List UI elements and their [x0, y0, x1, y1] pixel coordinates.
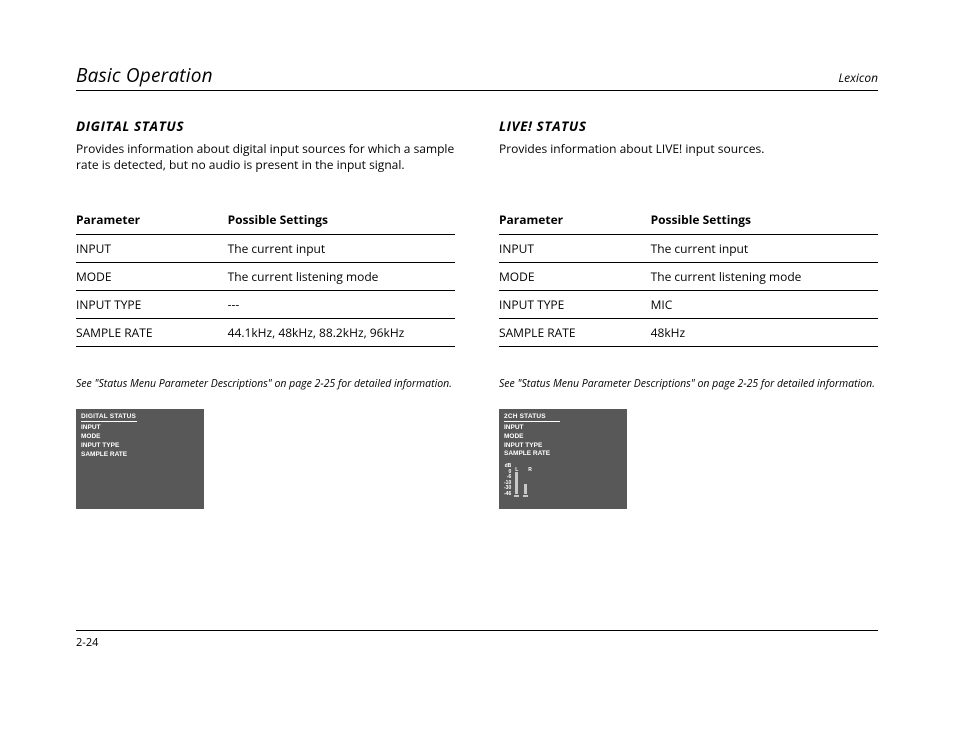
meter-level-icon	[515, 472, 518, 494]
cell-param: INPUT	[499, 235, 651, 263]
page-header: Basic Operation Lexicon	[76, 62, 878, 91]
content-columns: DIGITAL STATUS Provides information abou…	[76, 117, 878, 509]
lcd-line: INPUT	[81, 424, 199, 433]
meter-bar-l	[514, 472, 519, 497]
lcd-line: MODE	[81, 433, 199, 442]
meter-pip-icon	[523, 495, 528, 497]
cell-param: INPUT TYPE	[499, 291, 651, 319]
table-header-row: Parameter Possible Settings	[499, 207, 878, 235]
cell-setting: 44.1kHz, 48kHz, 88.2kHz, 96kHz	[228, 319, 455, 347]
cell-param: MODE	[76, 263, 228, 291]
left-lcd-display: DIGITAL STATUS INPUT MODE INPUT TYPE SAM…	[76, 409, 204, 509]
lcd-title: 2CH STATUS	[504, 413, 560, 422]
table-row: SAMPLE RATE 48kHz	[499, 319, 878, 347]
cell-setting: ---	[228, 291, 455, 319]
lcd-line: SAMPLE RATE	[81, 451, 199, 460]
meter-bars	[514, 472, 532, 497]
meter-scale: dB 0 -6 -10 -30 -46	[504, 464, 511, 497]
meter-level-icon	[524, 484, 527, 494]
cell-setting: MIC	[651, 291, 878, 319]
table-header-row: Parameter Possible Settings	[76, 207, 455, 235]
col-header-settings: Possible Settings	[228, 207, 455, 235]
cell-setting: The current listening mode	[651, 263, 878, 291]
left-param-table: Parameter Possible Settings INPUT The cu…	[76, 207, 455, 347]
lcd-line: MODE	[504, 433, 622, 442]
col-header-parameter: Parameter	[499, 207, 651, 235]
lcd-line: INPUT TYPE	[81, 442, 199, 451]
page-number: 2-24	[76, 635, 98, 650]
left-section-title: DIGITAL STATUS	[76, 117, 455, 135]
cell-param: SAMPLE RATE	[76, 319, 228, 347]
table-row: MODE The current listening mode	[499, 263, 878, 291]
header-title: Basic Operation	[76, 62, 213, 88]
meter-pip-icon	[514, 495, 519, 497]
table-row: MODE The current listening mode	[76, 263, 455, 291]
left-footnote: See "Status Menu Parameter Descriptions"…	[76, 377, 455, 391]
lcd-line: SAMPLE RATE	[504, 450, 622, 459]
lcd-line: INPUT	[504, 424, 622, 433]
table-row: INPUT TYPE ---	[76, 291, 455, 319]
lcd-line: INPUT TYPE	[504, 442, 622, 451]
left-column: DIGITAL STATUS Provides information abou…	[76, 117, 455, 509]
col-header-settings: Possible Settings	[651, 207, 878, 235]
lcd-title: DIGITAL STATUS	[81, 413, 137, 422]
table-row: INPUT TYPE MIC	[499, 291, 878, 319]
cell-param: INPUT TYPE	[76, 291, 228, 319]
right-body-text: Provides information about LIVE! input s…	[499, 141, 878, 157]
cell-setting: The current input	[651, 235, 878, 263]
cell-setting: The current input	[228, 235, 455, 263]
cell-param: MODE	[499, 263, 651, 291]
page-footer: 2-24	[76, 630, 878, 650]
table-row: INPUT The current input	[499, 235, 878, 263]
table-row: INPUT The current input	[76, 235, 455, 263]
left-body-text: Provides information about digital input…	[76, 141, 455, 173]
meter-block: L R	[514, 467, 532, 497]
cell-param: SAMPLE RATE	[499, 319, 651, 347]
right-column: LIVE! STATUS Provides information about …	[499, 117, 878, 509]
right-section-title: LIVE! STATUS	[499, 117, 878, 135]
scale-label: -46	[504, 492, 511, 498]
right-param-table: Parameter Possible Settings INPUT The cu…	[499, 207, 878, 347]
right-footnote: See "Status Menu Parameter Descriptions"…	[499, 377, 878, 391]
cell-setting: The current listening mode	[228, 263, 455, 291]
col-header-parameter: Parameter	[76, 207, 228, 235]
lcd-meter: dB 0 -6 -10 -30 -46 L R	[504, 464, 622, 497]
meter-bar-r	[523, 484, 528, 497]
right-lcd-display: 2CH STATUS INPUT MODE INPUT TYPE SAMPLE …	[499, 409, 627, 509]
cell-setting: 48kHz	[651, 319, 878, 347]
table-row: SAMPLE RATE 44.1kHz, 48kHz, 88.2kHz, 96k…	[76, 319, 455, 347]
cell-param: INPUT	[76, 235, 228, 263]
header-brand: Lexicon	[838, 69, 878, 86]
